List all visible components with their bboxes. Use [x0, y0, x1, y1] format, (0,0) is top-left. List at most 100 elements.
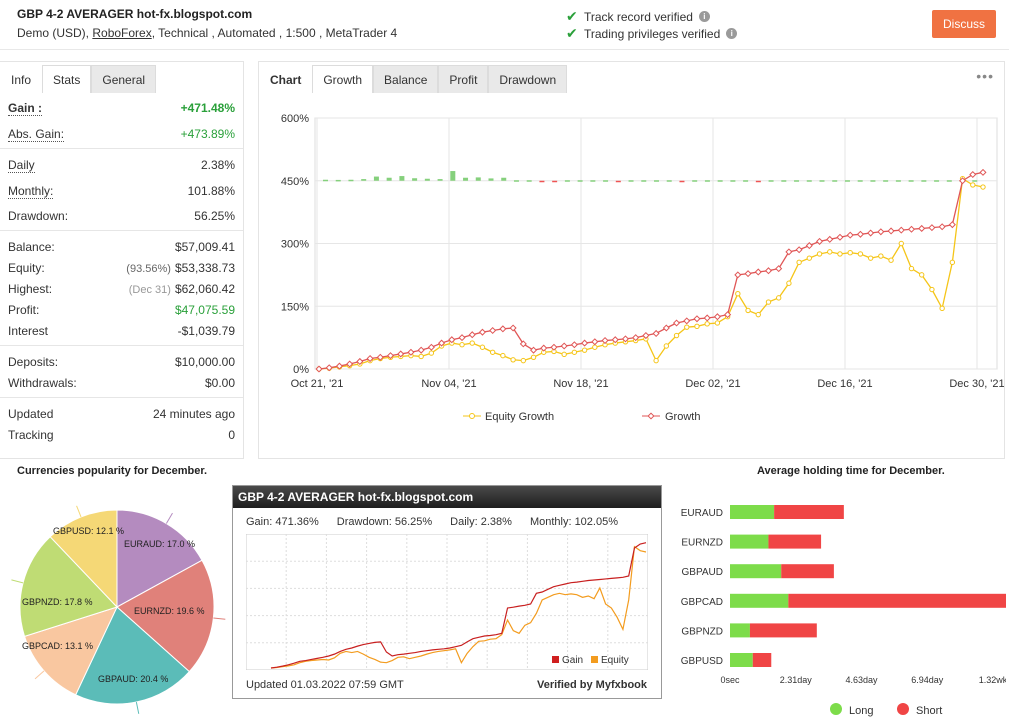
daily-bar	[908, 180, 914, 182]
discuss-button[interactable]: Discuss	[932, 10, 996, 38]
short-bar	[774, 505, 844, 519]
x-tick-label: 6.94day	[911, 675, 944, 685]
equity-point	[919, 272, 925, 278]
daily-bar	[526, 180, 532, 182]
daily-bar	[870, 180, 876, 182]
stat-label: Interest	[8, 324, 49, 338]
pie-slice	[23, 606, 118, 696]
daily-bar	[730, 180, 736, 182]
daily-bar	[412, 178, 418, 181]
equity-point	[653, 357, 659, 364]
growth-point	[621, 335, 629, 343]
growth-point	[458, 334, 466, 342]
highest-amount: $62,060.42	[174, 282, 235, 296]
stat-highest: Highest: (Dec 31) $62,060.42	[0, 278, 243, 299]
stat-label: Deposits:	[8, 355, 59, 369]
equity-point	[704, 321, 710, 327]
growth-point	[673, 319, 681, 327]
tab-profit[interactable]: Profit	[438, 65, 489, 93]
stat-equity: Equity: (93.56%) $53,338.73	[0, 257, 243, 278]
growth-point	[356, 357, 364, 366]
info-icon[interactable]: i	[698, 11, 710, 22]
more-options-icon[interactable]: •••	[976, 68, 994, 84]
holding-title: Average holding time for December.	[757, 465, 945, 477]
equity-point	[459, 342, 465, 348]
growth-point	[499, 325, 507, 333]
track-record-label: Track record verified	[584, 9, 693, 24]
info-icon[interactable]: i	[726, 28, 738, 39]
growth-point	[938, 223, 946, 231]
short-bar	[788, 593, 1006, 608]
stat-value: -$1,039.79	[177, 324, 235, 338]
equity-point	[571, 349, 578, 355]
daily-bar	[883, 180, 889, 182]
myfxbook-widget[interactable]: GBP 4-2 AVERAGER hot-fx.blogspot.com Gai…	[232, 485, 662, 699]
legend-label: Long	[849, 705, 873, 717]
tab-general[interactable]: General	[91, 65, 157, 93]
trading-privileges-verified: ✔ Trading privileges verified i	[566, 25, 738, 42]
tab-growth[interactable]: Growth	[312, 65, 374, 93]
equity-percent: (93.56%)	[126, 263, 171, 275]
equity-point	[806, 255, 813, 261]
growth-point	[785, 248, 793, 256]
tab-chart[interactable]: Chart	[259, 65, 313, 93]
daily-bar	[972, 180, 978, 182]
tab-drawdown[interactable]: Drawdown	[488, 65, 568, 93]
growth-point	[713, 313, 721, 321]
equity-point	[939, 305, 945, 312]
daily-bar	[628, 180, 634, 182]
growth-point	[427, 343, 435, 351]
widget-drawdown: Drawdown: 56.25%	[336, 516, 433, 528]
growth-point	[979, 168, 987, 176]
mini-legend-label: Equity	[601, 655, 629, 666]
daily-bar	[794, 180, 800, 182]
daily-bar	[450, 171, 456, 181]
daily-bar	[946, 180, 952, 182]
daily-bar	[641, 180, 647, 182]
y-tick-label: 600%	[281, 113, 309, 125]
x-tick-label: Dec 02, '21	[685, 378, 740, 390]
tab-stats[interactable]: Stats	[42, 65, 92, 93]
daily-bar	[615, 180, 621, 183]
stat-value: 56.25%	[194, 209, 235, 223]
growth-point	[529, 346, 538, 354]
widget-monthly: Monthly: 102.05%	[529, 516, 618, 528]
equity-point	[980, 184, 986, 190]
equity-point	[489, 349, 496, 355]
pie-label: EURNZD: 19.6 %	[134, 606, 205, 616]
growth-point	[734, 271, 742, 279]
stat-value: (Dec 31) $62,060.42	[129, 282, 235, 296]
daily-bar	[424, 178, 430, 181]
stat-value: 24 minutes ago	[152, 407, 235, 421]
stat-gain: Gain : +471.48%	[0, 97, 243, 118]
currencies-pie-chart: EURAUD: 17.0 % EURNZD: 19.6 % GBPAUD: 20.4…	[11, 505, 226, 714]
stat-value: 101.88%	[187, 184, 235, 198]
equity-point	[735, 291, 741, 297]
tab-balance[interactable]: Balance	[373, 65, 439, 93]
stat-label: Balance:	[8, 240, 55, 254]
x-tick-label: Nov 18, '21	[553, 378, 608, 390]
tab-info[interactable]: Info	[0, 65, 43, 93]
broker-link[interactable]: RoboForex	[92, 26, 152, 40]
equity-point	[929, 286, 935, 293]
category-label: GBPUSD	[681, 656, 723, 667]
widget-title: GBP 4-2 AVERAGER hot-fx.blogspot.com	[233, 486, 661, 508]
divider	[0, 345, 243, 346]
equity-point	[745, 307, 751, 314]
daily-bar	[717, 180, 723, 182]
stat-profit: Profit: $47,075.59	[0, 299, 243, 320]
daily-bar	[437, 179, 443, 181]
daily-bar	[934, 180, 940, 182]
stat-drawdown: Drawdown: 56.25%	[0, 205, 243, 226]
legend-swatch	[830, 703, 842, 715]
highest-date: (Dec 31)	[128, 284, 171, 296]
daily-bar	[768, 180, 774, 182]
daily-bar	[475, 177, 481, 181]
short-bar	[768, 534, 822, 549]
growth-point	[775, 265, 783, 273]
growth-point	[540, 344, 548, 352]
stat-label: Tracking	[8, 428, 54, 442]
growth-point	[662, 324, 670, 332]
pie-title: Currencies popularity for December.	[17, 465, 208, 477]
category-label: GBPNZD	[681, 626, 723, 637]
